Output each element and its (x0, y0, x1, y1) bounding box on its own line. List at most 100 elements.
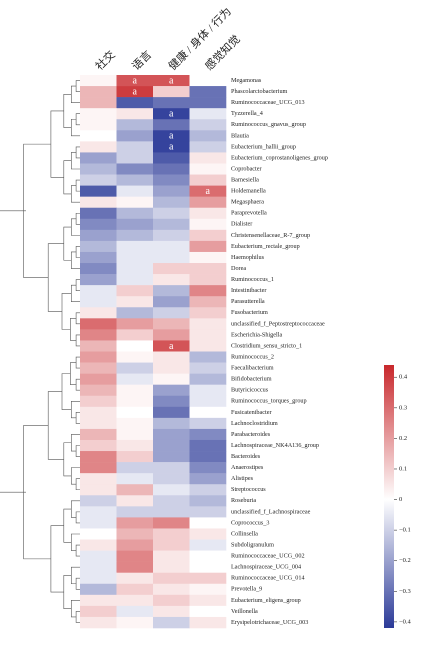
heatmap-cell (116, 583, 154, 596)
heatmap-cell (80, 539, 117, 551)
heatmap-cell (153, 616, 190, 629)
heatmap-cell (116, 318, 154, 330)
heatmap-cell (80, 196, 117, 209)
heatmap-cell (153, 229, 190, 242)
row-label: Ruminococcus_2 (231, 353, 274, 360)
heatmap-cell (116, 373, 154, 385)
heatmap-cell (116, 539, 154, 551)
heatmap-cell (80, 86, 117, 98)
heatmap-cell (116, 351, 154, 363)
heatmap-cell (153, 373, 190, 385)
row-label: Dialister (231, 221, 252, 228)
heatmap-cell (116, 572, 154, 585)
dendrogram-link (71, 533, 80, 551)
heatmap-cell (116, 605, 154, 618)
row-label: Eubacterium_eligens_group (231, 597, 301, 604)
heatmap-cell (153, 196, 190, 209)
heatmap-cell (116, 174, 154, 186)
column-header: 健康 / 身体 / 行为 (165, 4, 234, 73)
heatmap-cell (189, 141, 227, 153)
heatmap-cell (189, 296, 227, 308)
heatmap-cell (153, 561, 190, 573)
row-label: Prevotella_9 (231, 586, 262, 593)
colorbar-tick-label: 0.2 (399, 435, 407, 442)
heatmap-cell (189, 307, 227, 319)
heatmap-cell (153, 406, 190, 419)
dendrogram-link (75, 611, 80, 623)
heatmap-cell (116, 185, 154, 197)
dendrogram-link (71, 284, 80, 303)
heatmap-cell (153, 473, 190, 485)
heatmap-cell (80, 550, 117, 562)
row-label: Subdoligranulum (231, 541, 274, 548)
heatmap-cell (153, 263, 190, 275)
dendrogram-link (63, 508, 72, 543)
heatmap-cell (116, 218, 154, 231)
heatmap-cell (116, 439, 154, 452)
dendrogram-link (71, 600, 80, 618)
heatmap-cell (189, 373, 227, 385)
heatmap-cell (153, 439, 190, 452)
heatmap-cell (80, 263, 117, 275)
heatmap-cell (189, 130, 227, 142)
dendrogram-link (71, 500, 80, 518)
row-label: Eubacterium_rectale_group (231, 243, 300, 250)
heatmap-cell (189, 462, 227, 474)
heatmap-cell (189, 263, 227, 275)
heatmap-cell (153, 550, 190, 562)
heatmap-cell (80, 119, 117, 131)
heatmap-cell (153, 384, 190, 397)
heatmap-cell (116, 130, 154, 142)
dendrogram-link (75, 113, 80, 126)
heatmap-cell (189, 185, 227, 197)
row-label: Dorea (231, 265, 246, 272)
heatmap-cell (116, 119, 154, 131)
row-label: Parasutterella (231, 298, 265, 305)
heatmap-cell (189, 484, 227, 496)
heatmap-cell (116, 97, 154, 109)
heatmap-cell (80, 572, 117, 585)
dendrogram-link (71, 400, 80, 419)
heatmap-cell (80, 174, 117, 186)
heatmap-cell (116, 207, 154, 220)
heatmap-cell (116, 296, 154, 308)
dendrogram-link (47, 243, 64, 312)
row-label: Blautia (231, 132, 249, 139)
dendrogram-link (71, 85, 80, 103)
heatmap-cell (189, 395, 227, 408)
dendrogram-link (75, 511, 80, 524)
heatmap-cell (153, 130, 190, 142)
heatmap-cell (189, 428, 227, 441)
dendrogram-link (71, 218, 80, 236)
heatmap-cell (80, 561, 117, 573)
heatmap-cell (80, 439, 117, 452)
heatmap-cell (116, 86, 154, 98)
row-label: Streptococcus (231, 486, 266, 493)
heatmap-cell (153, 251, 190, 264)
row-label: Lachnospiraceae_NK4A136_group (231, 442, 319, 449)
heatmap-cell (116, 550, 154, 562)
dendrogram-link (71, 152, 80, 170)
heatmap-cell (80, 395, 117, 408)
heatmap-cell (80, 594, 117, 607)
heatmap-cell (153, 572, 190, 585)
heatmap-cell (189, 594, 227, 607)
heatmap-cell (189, 108, 227, 120)
row-label: Phascolarctobacterium (231, 88, 288, 95)
heatmap-cell (116, 108, 154, 120)
colorbar-tick-label: 0.3 (399, 404, 407, 411)
heatmap-cell (153, 240, 190, 253)
dendrogram-link (71, 434, 80, 452)
dendrogram-link (75, 246, 80, 258)
heatmap-cell (80, 384, 117, 397)
dendrogram-link (75, 544, 80, 557)
heatmap-cell (80, 462, 117, 474)
heatmap-cell (189, 207, 227, 220)
heatmap-cell (80, 141, 117, 153)
heatmap-cell (189, 329, 227, 341)
heatmap-cell (153, 428, 190, 441)
heatmap-cell (153, 528, 190, 540)
row-label: unclassified_f_Peptostreptococcaceae (231, 320, 325, 327)
heatmap-cell (116, 75, 154, 87)
